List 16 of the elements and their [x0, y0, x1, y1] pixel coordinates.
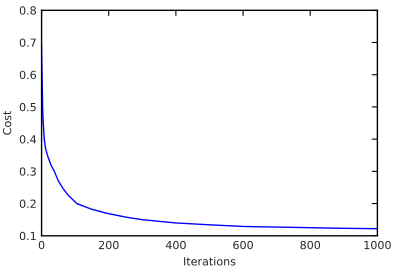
y-tick-label: 0.7 [20, 38, 36, 47]
y-axis-title: Cost [2, 110, 12, 135]
x-tick-label: 800 [300, 240, 320, 250]
x-tick-label: 400 [166, 240, 186, 250]
y-tick-label: 0.6 [20, 70, 36, 80]
y-tick-label: 0.2 [20, 200, 36, 208]
y-tick-label: 0.4 [20, 135, 36, 144]
y-tick-label: 0.3 [20, 167, 36, 176]
x-tick-label: 600 [233, 240, 253, 250]
y-tick-label: 0.5 [20, 102, 36, 112]
x-tick-label: 200 [98, 240, 119, 250]
y-tick-label: 0.1 [20, 232, 36, 240]
y-tick-label: 0.8 [20, 6, 36, 15]
x-tick-label: 1000 [364, 240, 391, 250]
x-tick-label: 0 [38, 240, 44, 250]
x-axis-title: Iterations [184, 256, 236, 266]
